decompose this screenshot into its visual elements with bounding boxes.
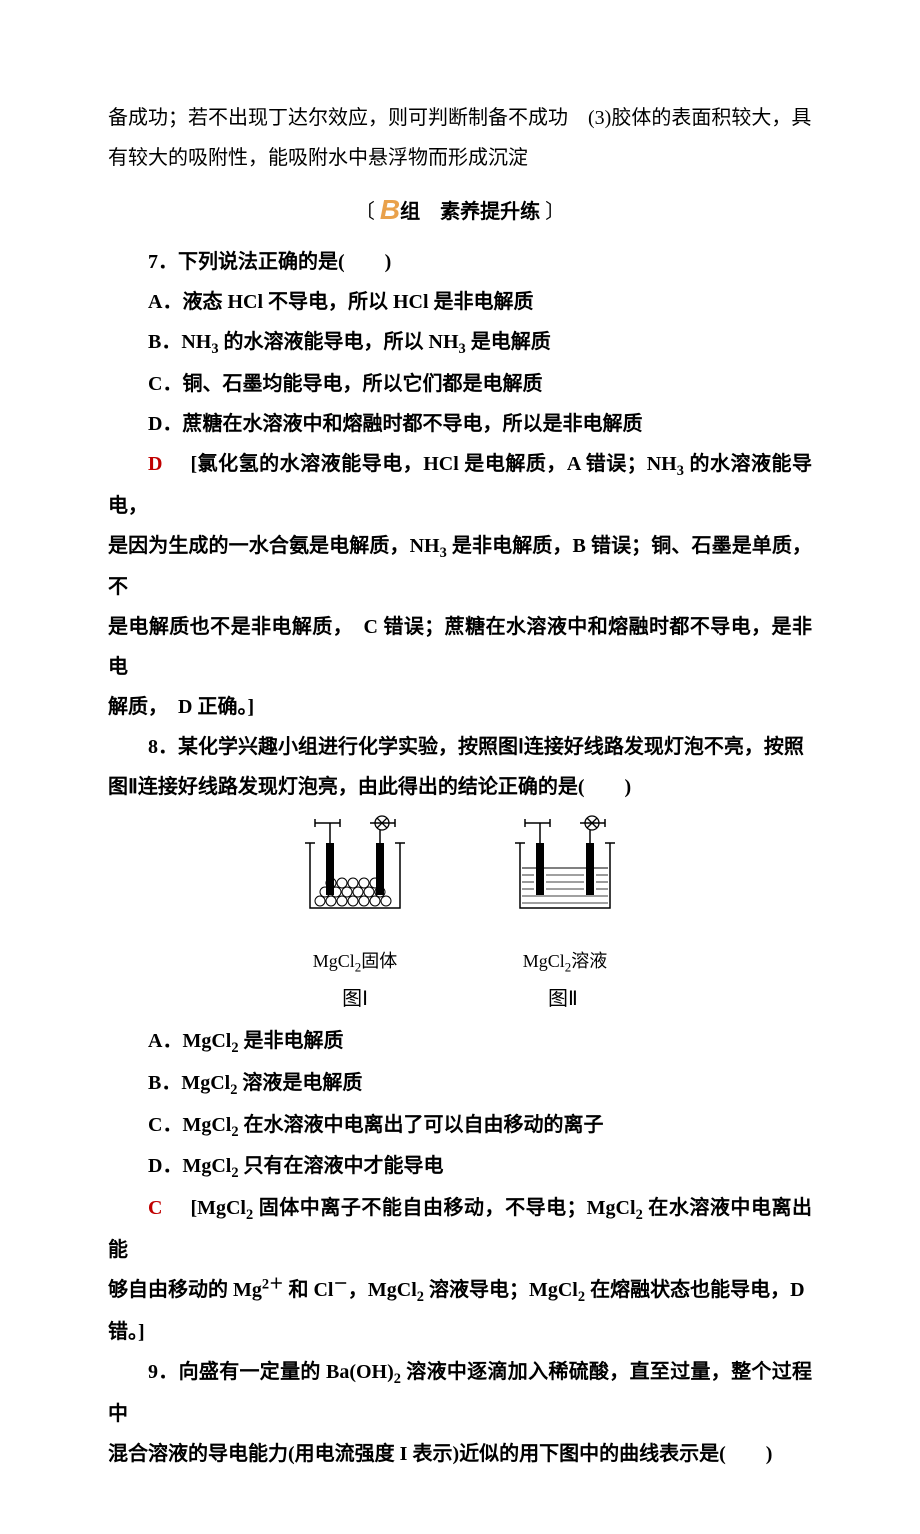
- subscript: 2: [231, 1165, 238, 1181]
- superscript: －: [333, 1276, 347, 1292]
- circuit-solution-icon: [500, 813, 630, 923]
- figure-1: MgCl2固体: [290, 813, 420, 981]
- bracket-close: 〕: [545, 201, 565, 223]
- text: 在熔融状态也能导电，D: [585, 1279, 804, 1301]
- text: 固体中离子不能自由移动，不导电；MgCl: [253, 1197, 635, 1219]
- subscript: 2: [394, 1371, 401, 1387]
- q7-explanation-line1: D[氯化氢的水溶液能导电，HCl 是电解质，A 错误；NH3 的水溶液能导电，: [108, 444, 812, 526]
- q7-explanation-line3: 是电解质也不是非电解质， C 错误；蔗糖在水溶液中和熔融时都不导电，是非电: [108, 607, 812, 687]
- figure-2-label: MgCl2溶液: [500, 937, 630, 981]
- q8-explanation-line1: C[MgCl2 固体中离子不能自由移动，不导电；MgCl2 在水溶液中电离出能: [108, 1188, 812, 1270]
- subscript: 2: [417, 1289, 424, 1305]
- top-para-line1: 备成功；若不出现丁达尔效应，则可判断制备不成功 (3)胶体的表面积较大，具: [108, 98, 812, 138]
- figure-1-caption: 图Ⅰ: [342, 979, 368, 1019]
- q8-option-c: C．MgCl2 在水溶液中电离出了可以自由移动的离子: [108, 1105, 812, 1147]
- text: 9．向盛有一定量的 Ba(OH): [148, 1361, 394, 1383]
- figure-1-label: MgCl2固体: [290, 937, 420, 981]
- bracket-open: 〔: [355, 201, 375, 223]
- text: 是因为生成的一水合氨是电解质，NH: [108, 535, 440, 557]
- top-para-line2: 有较大的吸附性，能吸附水中悬浮物而形成沉淀: [108, 138, 812, 178]
- text: 溶液: [571, 951, 607, 971]
- group-label: 组 素养提升练: [400, 201, 540, 223]
- text: C．MgCl: [148, 1114, 231, 1136]
- q8-option-d: D．MgCl2 只有在溶液中才能导电: [108, 1146, 812, 1188]
- text: [MgCl: [190, 1197, 246, 1219]
- q7-option-b: B．NH3 的水溶液能导电，所以 NH3 是电解质: [108, 322, 812, 364]
- subscript: 2: [636, 1207, 643, 1223]
- q9-stem-line1: 9．向盛有一定量的 Ba(OH)2 溶液中逐滴加入稀硫酸，直至过量，整个过程中: [108, 1352, 812, 1434]
- subscript: 2: [231, 1124, 238, 1140]
- q8-option-a: A．MgCl2 是非电解质: [108, 1021, 812, 1063]
- group-letter: B: [380, 194, 400, 225]
- q8-option-b: B．MgCl2 溶液是电解质: [108, 1063, 812, 1105]
- subscript: 3: [211, 341, 218, 357]
- figure-2-caption: 图Ⅱ: [548, 979, 578, 1019]
- text: 固体: [361, 951, 397, 971]
- text: 溶液是电解质: [237, 1072, 362, 1094]
- q8-caption-row: 图Ⅰ 图Ⅱ: [108, 979, 812, 1019]
- q7-option-d: D．蔗糖在水溶液中和熔融时都不导电，所以是非电解质: [108, 404, 812, 444]
- text: MgCl: [313, 951, 355, 971]
- answer-letter: C: [148, 1197, 162, 1219]
- text: MgCl: [523, 951, 565, 971]
- text: D．MgCl: [148, 1155, 231, 1177]
- q7-stem: 7．下列说法正确的是( ): [108, 242, 812, 282]
- q7-explanation-line4: 解质， D 正确。]: [108, 687, 812, 727]
- superscript: 2＋: [262, 1276, 284, 1292]
- text: 是电解质: [466, 331, 551, 353]
- text: 够自由移动的 Mg: [108, 1279, 262, 1301]
- figure-2: MgCl2溶液: [500, 813, 630, 981]
- subscript: 3: [677, 463, 684, 479]
- page: 备成功；若不出现丁达尔效应，则可判断制备不成功 (3)胶体的表面积较大，具 有较…: [0, 0, 920, 1534]
- text: B．NH: [148, 331, 211, 353]
- q7-option-c: C．铜、石墨均能导电，所以它们都是电解质: [108, 364, 812, 404]
- q8-stem-line1: 8．某化学兴趣小组进行化学实验，按照图Ⅰ连接好线路发现灯泡不亮，按照: [108, 727, 812, 767]
- subscript: 3: [440, 545, 447, 561]
- text: A．MgCl: [148, 1030, 231, 1052]
- q8-explanation-line3: 错。]: [108, 1312, 812, 1352]
- answer-letter: D: [148, 453, 162, 475]
- text: 只有在溶液中才能导电: [239, 1155, 444, 1177]
- q8-stem-line2: 图Ⅱ连接好线路发现灯泡亮，由此得出的结论正确的是( ): [108, 767, 812, 807]
- circuit-solid-icon: [290, 813, 420, 923]
- q9-stem-line2: 混合溶液的导电能力(用电流强度 I 表示)近似的用下图中的曲线表示是( ): [108, 1434, 812, 1474]
- q8-explanation-line2: 够自由移动的 Mg2＋ 和 Cl－，MgCl2 溶液导电；MgCl2 在熔融状态…: [108, 1270, 812, 1312]
- text: 溶液导电；MgCl: [424, 1279, 578, 1301]
- text: 的水溶液能导电，所以 NH: [219, 331, 459, 353]
- text: 是非电解质: [239, 1030, 344, 1052]
- q8-figure-row: MgCl2固体: [108, 813, 812, 981]
- q7-option-a: A．液态 HCl 不导电，所以 HCl 是非电解质: [108, 282, 812, 322]
- text: B．MgCl: [148, 1072, 230, 1094]
- text: 在水溶液中电离出了可以自由移动的离子: [239, 1114, 604, 1136]
- subscript: 2: [578, 1289, 585, 1305]
- q7-explanation-line2: 是因为生成的一水合氨是电解质，NH3 是非电解质，B 错误；铜、石墨是单质，不: [108, 526, 812, 608]
- subscript: 3: [459, 341, 466, 357]
- text: ，MgCl: [348, 1279, 417, 1301]
- text: 和 Cl: [283, 1279, 333, 1301]
- text: [氯化氢的水溶液能导电，HCl 是电解质，A 错误；NH: [190, 453, 676, 475]
- section-header: 〔 B组 素养提升练 〕: [108, 178, 812, 242]
- text: 混合溶液的导电能力(用电流强度 I 表示)近似的用下图中的曲线表示是( ): [108, 1443, 772, 1465]
- subscript: 2: [231, 1040, 238, 1056]
